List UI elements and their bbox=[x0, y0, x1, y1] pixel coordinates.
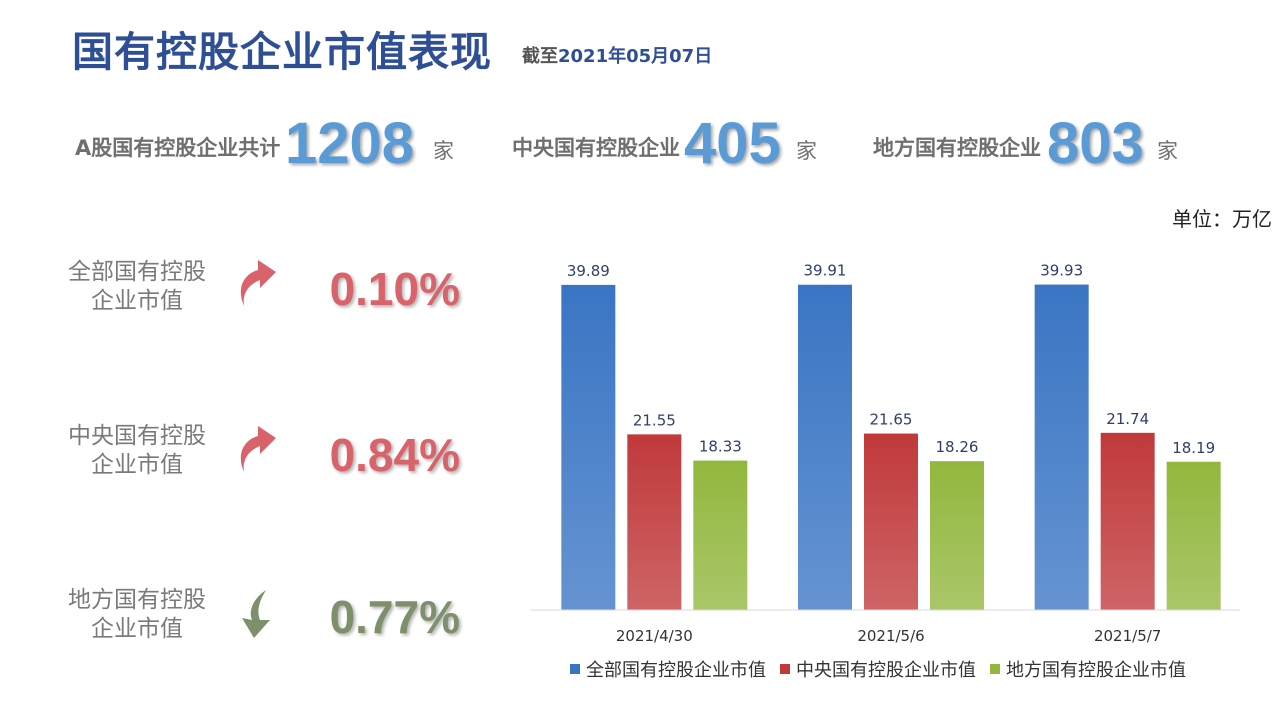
data-label: 39.93 bbox=[1040, 262, 1083, 280]
metric-value-central: 0.84% bbox=[329, 429, 460, 481]
x-tick-label: 2021/5/6 bbox=[857, 627, 924, 645]
count-local: 地方国有控股企业 803 家 bbox=[873, 110, 1193, 180]
legend-swatch bbox=[990, 664, 1000, 674]
bar-chart: 39.89 21.55 18.33 39.91 21.65 18.26 39.93 21.74… bbox=[530, 262, 1240, 645]
page-title: 国有控股企业市值表现 bbox=[72, 28, 492, 76]
legend-item: 中央国有控股企业市值 bbox=[780, 656, 976, 682]
metric-label-line2: 企业市值 bbox=[91, 288, 183, 314]
count-value: 1208 bbox=[285, 111, 415, 176]
legend-item: 全部国有控股企业市值 bbox=[570, 656, 766, 682]
bar bbox=[798, 284, 852, 610]
metric-value-local: 0.77% bbox=[329, 591, 460, 643]
bar bbox=[561, 284, 616, 610]
metric-label-line1: 中央国有控股 bbox=[68, 423, 206, 449]
metric-label-line2: 企业市值 bbox=[91, 616, 183, 642]
metric-label-line1: 地方国有控股 bbox=[68, 587, 206, 613]
data-label: 18.19 bbox=[1172, 439, 1215, 457]
arrow-up-icon bbox=[240, 426, 276, 472]
as-of-date: 截至2021年05月07日 bbox=[522, 42, 712, 68]
metric-label-line2: 企业市值 bbox=[91, 452, 183, 478]
count-unit: 家 bbox=[433, 139, 454, 163]
bar bbox=[1100, 432, 1155, 610]
data-label: 39.89 bbox=[567, 262, 610, 280]
arrow-up-icon bbox=[240, 260, 276, 306]
count-label: 地方国有控股企业 bbox=[873, 136, 1041, 160]
data-label: 18.26 bbox=[936, 438, 979, 456]
count-value: 405 bbox=[684, 111, 781, 176]
metric-value-total: 0.10% bbox=[329, 263, 460, 315]
as-of-date-value: 2021年05月07日 bbox=[558, 46, 713, 67]
chart-legend: 全部国有控股企业市值 中央国有控股企业市值 地方国有控股企业市值 bbox=[570, 656, 1186, 682]
count-unit: 家 bbox=[796, 139, 817, 163]
bar bbox=[693, 460, 748, 610]
bar bbox=[930, 461, 984, 610]
metric-label-line1: 全部国有控股 bbox=[68, 259, 206, 285]
legend-swatch bbox=[570, 664, 580, 674]
count-label: 中央国有控股企业 bbox=[512, 136, 680, 160]
metric-label-central: 中央国有控股 企业市值 bbox=[52, 422, 222, 480]
legend-label: 地方国有控股企业市值 bbox=[1006, 660, 1186, 681]
legend-label: 全部国有控股企业市值 bbox=[586, 660, 766, 681]
count-central: 中央国有控股企业 405 家 bbox=[512, 110, 832, 180]
legend-item: 地方国有控股企业市值 bbox=[990, 656, 1186, 682]
count-value: 803 bbox=[1047, 111, 1144, 176]
count-unit: 家 bbox=[1157, 139, 1178, 163]
metric-label-local: 地方国有控股 企业市值 bbox=[52, 586, 222, 644]
as-of-prefix: 截至 bbox=[522, 46, 558, 67]
bar bbox=[1034, 284, 1089, 610]
count-label: A股国有控股企业共计 bbox=[75, 136, 281, 160]
x-tick-label: 2021/5/7 bbox=[1094, 627, 1161, 645]
count-total: A股国有控股企业共计 1208 家 bbox=[75, 110, 475, 180]
legend-label: 中央国有控股企业市值 bbox=[796, 660, 976, 681]
arrow-down-icon bbox=[242, 590, 270, 638]
data-label: 39.91 bbox=[804, 262, 847, 280]
unit-note: 单位：万亿 bbox=[1172, 207, 1272, 231]
data-label: 21.74 bbox=[1106, 410, 1149, 428]
data-label: 21.65 bbox=[870, 411, 913, 429]
bar bbox=[864, 433, 918, 610]
bar bbox=[627, 434, 682, 610]
x-tick-label: 2021/4/30 bbox=[616, 627, 693, 645]
bar bbox=[1166, 461, 1221, 610]
legend-swatch bbox=[780, 664, 790, 674]
data-label: 18.33 bbox=[699, 438, 742, 456]
data-label: 21.55 bbox=[633, 411, 676, 429]
metric-label-total: 全部国有控股 企业市值 bbox=[52, 258, 222, 316]
